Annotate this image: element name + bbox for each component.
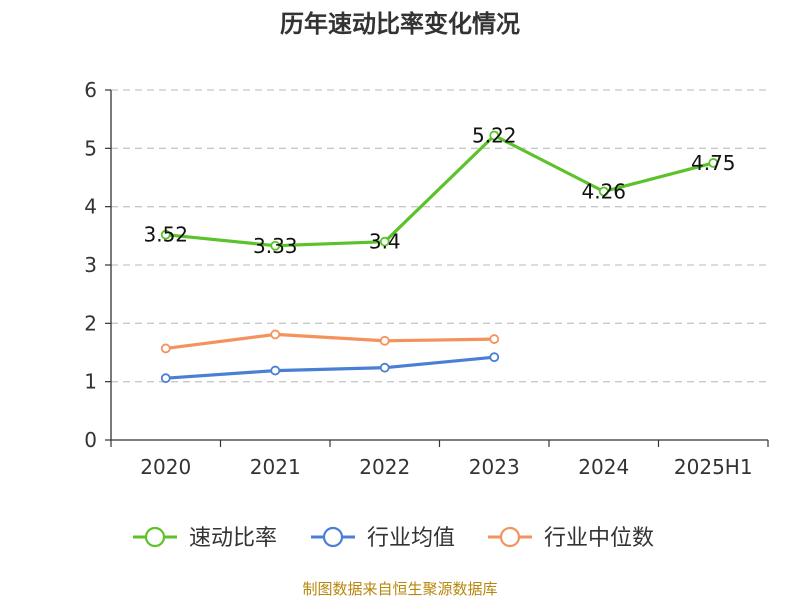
y-tick-label-3: 3 xyxy=(84,253,97,277)
legend[interactable]: 速动比率 行业均值 行业中位数 xyxy=(133,526,654,551)
y-tick-label-4: 4 xyxy=(84,195,97,219)
point-2-2022[interactable] xyxy=(379,335,390,346)
legend-label-1: 行业均值 xyxy=(367,526,455,551)
y-tick-label-0: 0 xyxy=(84,428,97,452)
legend-item-0[interactable]: 速动比率 xyxy=(133,526,277,551)
legend-item-1[interactable]: 行业均值 xyxy=(311,526,455,551)
point-0-2024[interactable] xyxy=(598,186,609,197)
legend-swatch-marker-0 xyxy=(144,526,166,548)
chart-title: 历年速动比率变化情况 xyxy=(280,10,520,38)
y-tick-label-1: 1 xyxy=(84,370,97,394)
data-label-2023: 5.22 xyxy=(472,124,517,148)
legend-item-2[interactable]: 行业中位数 xyxy=(488,526,654,551)
point-0-2022[interactable] xyxy=(379,236,390,247)
point-2-2021[interactable] xyxy=(270,329,281,340)
grid-lines xyxy=(111,89,768,383)
point-1-2020[interactable] xyxy=(160,373,171,384)
x-tick-label-2022: 2022 xyxy=(359,455,410,479)
series-line-1 xyxy=(164,355,496,380)
point-0-2021[interactable] xyxy=(270,240,281,251)
series-line-2 xyxy=(164,332,496,350)
data-label-2022: 3.4 xyxy=(369,230,401,254)
x-axis-ticks: 2020 2021 2022 2023 2024 2025H1 xyxy=(110,440,769,479)
point-0-2025H1[interactable] xyxy=(708,158,719,168)
point-2-2020[interactable] xyxy=(160,343,171,354)
point-2-2023[interactable] xyxy=(489,334,500,344)
y-tick-label-2: 2 xyxy=(84,311,97,335)
point-1-2022[interactable] xyxy=(379,362,390,373)
y-tick-label-6: 6 xyxy=(84,78,97,102)
legend-label-2: 行业中位数 xyxy=(544,526,654,551)
x-tick-label-2024: 2024 xyxy=(578,455,629,479)
point-0-2020[interactable] xyxy=(160,229,171,240)
x-tick-label-2023: 2023 xyxy=(469,455,520,479)
data-label-2021: 3.33 xyxy=(253,234,298,258)
data-label-2025H1: 4.75 xyxy=(691,151,736,175)
data-labels: 3.52 3.33 3.4 5.22 4.26 4.75 xyxy=(143,124,735,258)
y-tick-label-5: 5 xyxy=(84,136,97,160)
data-label-2024: 4.26 xyxy=(581,180,626,204)
x-tick-label-2020: 2020 xyxy=(140,455,191,479)
point-0-2023[interactable] xyxy=(489,130,500,141)
data-label-2020: 3.52 xyxy=(143,223,188,247)
source-note: 制图数据来自恒生聚源数据库 xyxy=(302,580,497,598)
x-tick-label-2021: 2021 xyxy=(250,455,301,479)
point-1-2021[interactable] xyxy=(270,365,281,376)
point-1-2023[interactable] xyxy=(489,352,500,363)
y-axis-ticks: 0 1 2 3 4 5 6 xyxy=(84,78,111,452)
legend-swatch-marker-2 xyxy=(499,526,521,548)
legend-label-0: 速动比率 xyxy=(189,526,277,551)
series-layer xyxy=(160,130,719,384)
series-line-0 xyxy=(164,133,715,248)
legend-swatch-marker-1 xyxy=(322,526,344,548)
x-tick-label-2025H1: 2025H1 xyxy=(674,455,753,479)
